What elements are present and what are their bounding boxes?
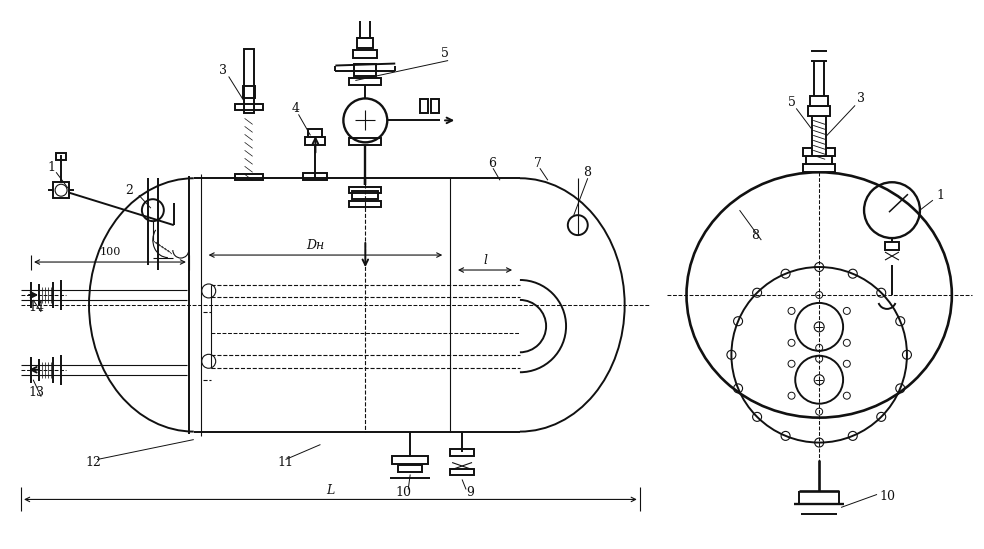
Text: 3: 3 bbox=[218, 64, 226, 77]
Bar bbox=[303, 173, 328, 180]
Text: 11: 11 bbox=[277, 456, 293, 469]
Bar bbox=[357, 37, 373, 48]
Text: 1: 1 bbox=[937, 189, 945, 201]
Text: 3: 3 bbox=[857, 92, 865, 105]
Text: 6: 6 bbox=[488, 157, 496, 170]
Text: 1: 1 bbox=[47, 161, 55, 174]
Bar bbox=[234, 104, 263, 110]
Text: l: l bbox=[483, 254, 487, 266]
Text: 9: 9 bbox=[466, 486, 474, 499]
Text: 13: 13 bbox=[29, 386, 44, 399]
Text: Dн: Dн bbox=[306, 239, 325, 251]
Bar bbox=[803, 148, 835, 156]
Text: 14: 14 bbox=[29, 301, 44, 315]
Bar bbox=[354, 64, 376, 76]
Bar bbox=[305, 137, 326, 145]
Bar bbox=[431, 99, 439, 114]
Bar bbox=[808, 107, 830, 116]
Bar bbox=[812, 116, 827, 156]
Text: 7: 7 bbox=[534, 157, 542, 170]
Bar bbox=[810, 97, 829, 107]
Text: 10: 10 bbox=[879, 490, 895, 503]
Bar bbox=[352, 191, 378, 199]
Text: 10: 10 bbox=[396, 486, 411, 499]
Bar bbox=[806, 156, 832, 164]
Bar bbox=[450, 468, 474, 475]
Text: 2: 2 bbox=[125, 184, 133, 197]
Text: 12: 12 bbox=[85, 456, 101, 469]
Bar bbox=[349, 187, 381, 193]
Bar bbox=[420, 99, 428, 114]
Bar bbox=[349, 201, 381, 207]
Bar bbox=[803, 164, 835, 172]
Bar bbox=[234, 174, 263, 180]
Text: 8: 8 bbox=[752, 228, 760, 242]
Text: 5: 5 bbox=[788, 96, 796, 109]
Bar bbox=[349, 138, 381, 145]
Bar bbox=[353, 49, 377, 58]
Bar bbox=[56, 153, 66, 160]
Bar bbox=[243, 87, 255, 98]
Bar bbox=[308, 130, 323, 137]
Bar bbox=[244, 48, 254, 114]
Bar bbox=[53, 182, 69, 198]
Text: 100: 100 bbox=[99, 247, 121, 257]
Bar bbox=[393, 456, 428, 463]
Text: 4: 4 bbox=[291, 102, 299, 115]
Text: 8: 8 bbox=[583, 166, 590, 179]
Bar bbox=[450, 449, 474, 456]
Bar bbox=[885, 242, 899, 250]
Bar bbox=[349, 79, 381, 86]
Text: L: L bbox=[327, 484, 335, 497]
Text: 5: 5 bbox=[441, 47, 449, 60]
Bar bbox=[399, 464, 422, 472]
